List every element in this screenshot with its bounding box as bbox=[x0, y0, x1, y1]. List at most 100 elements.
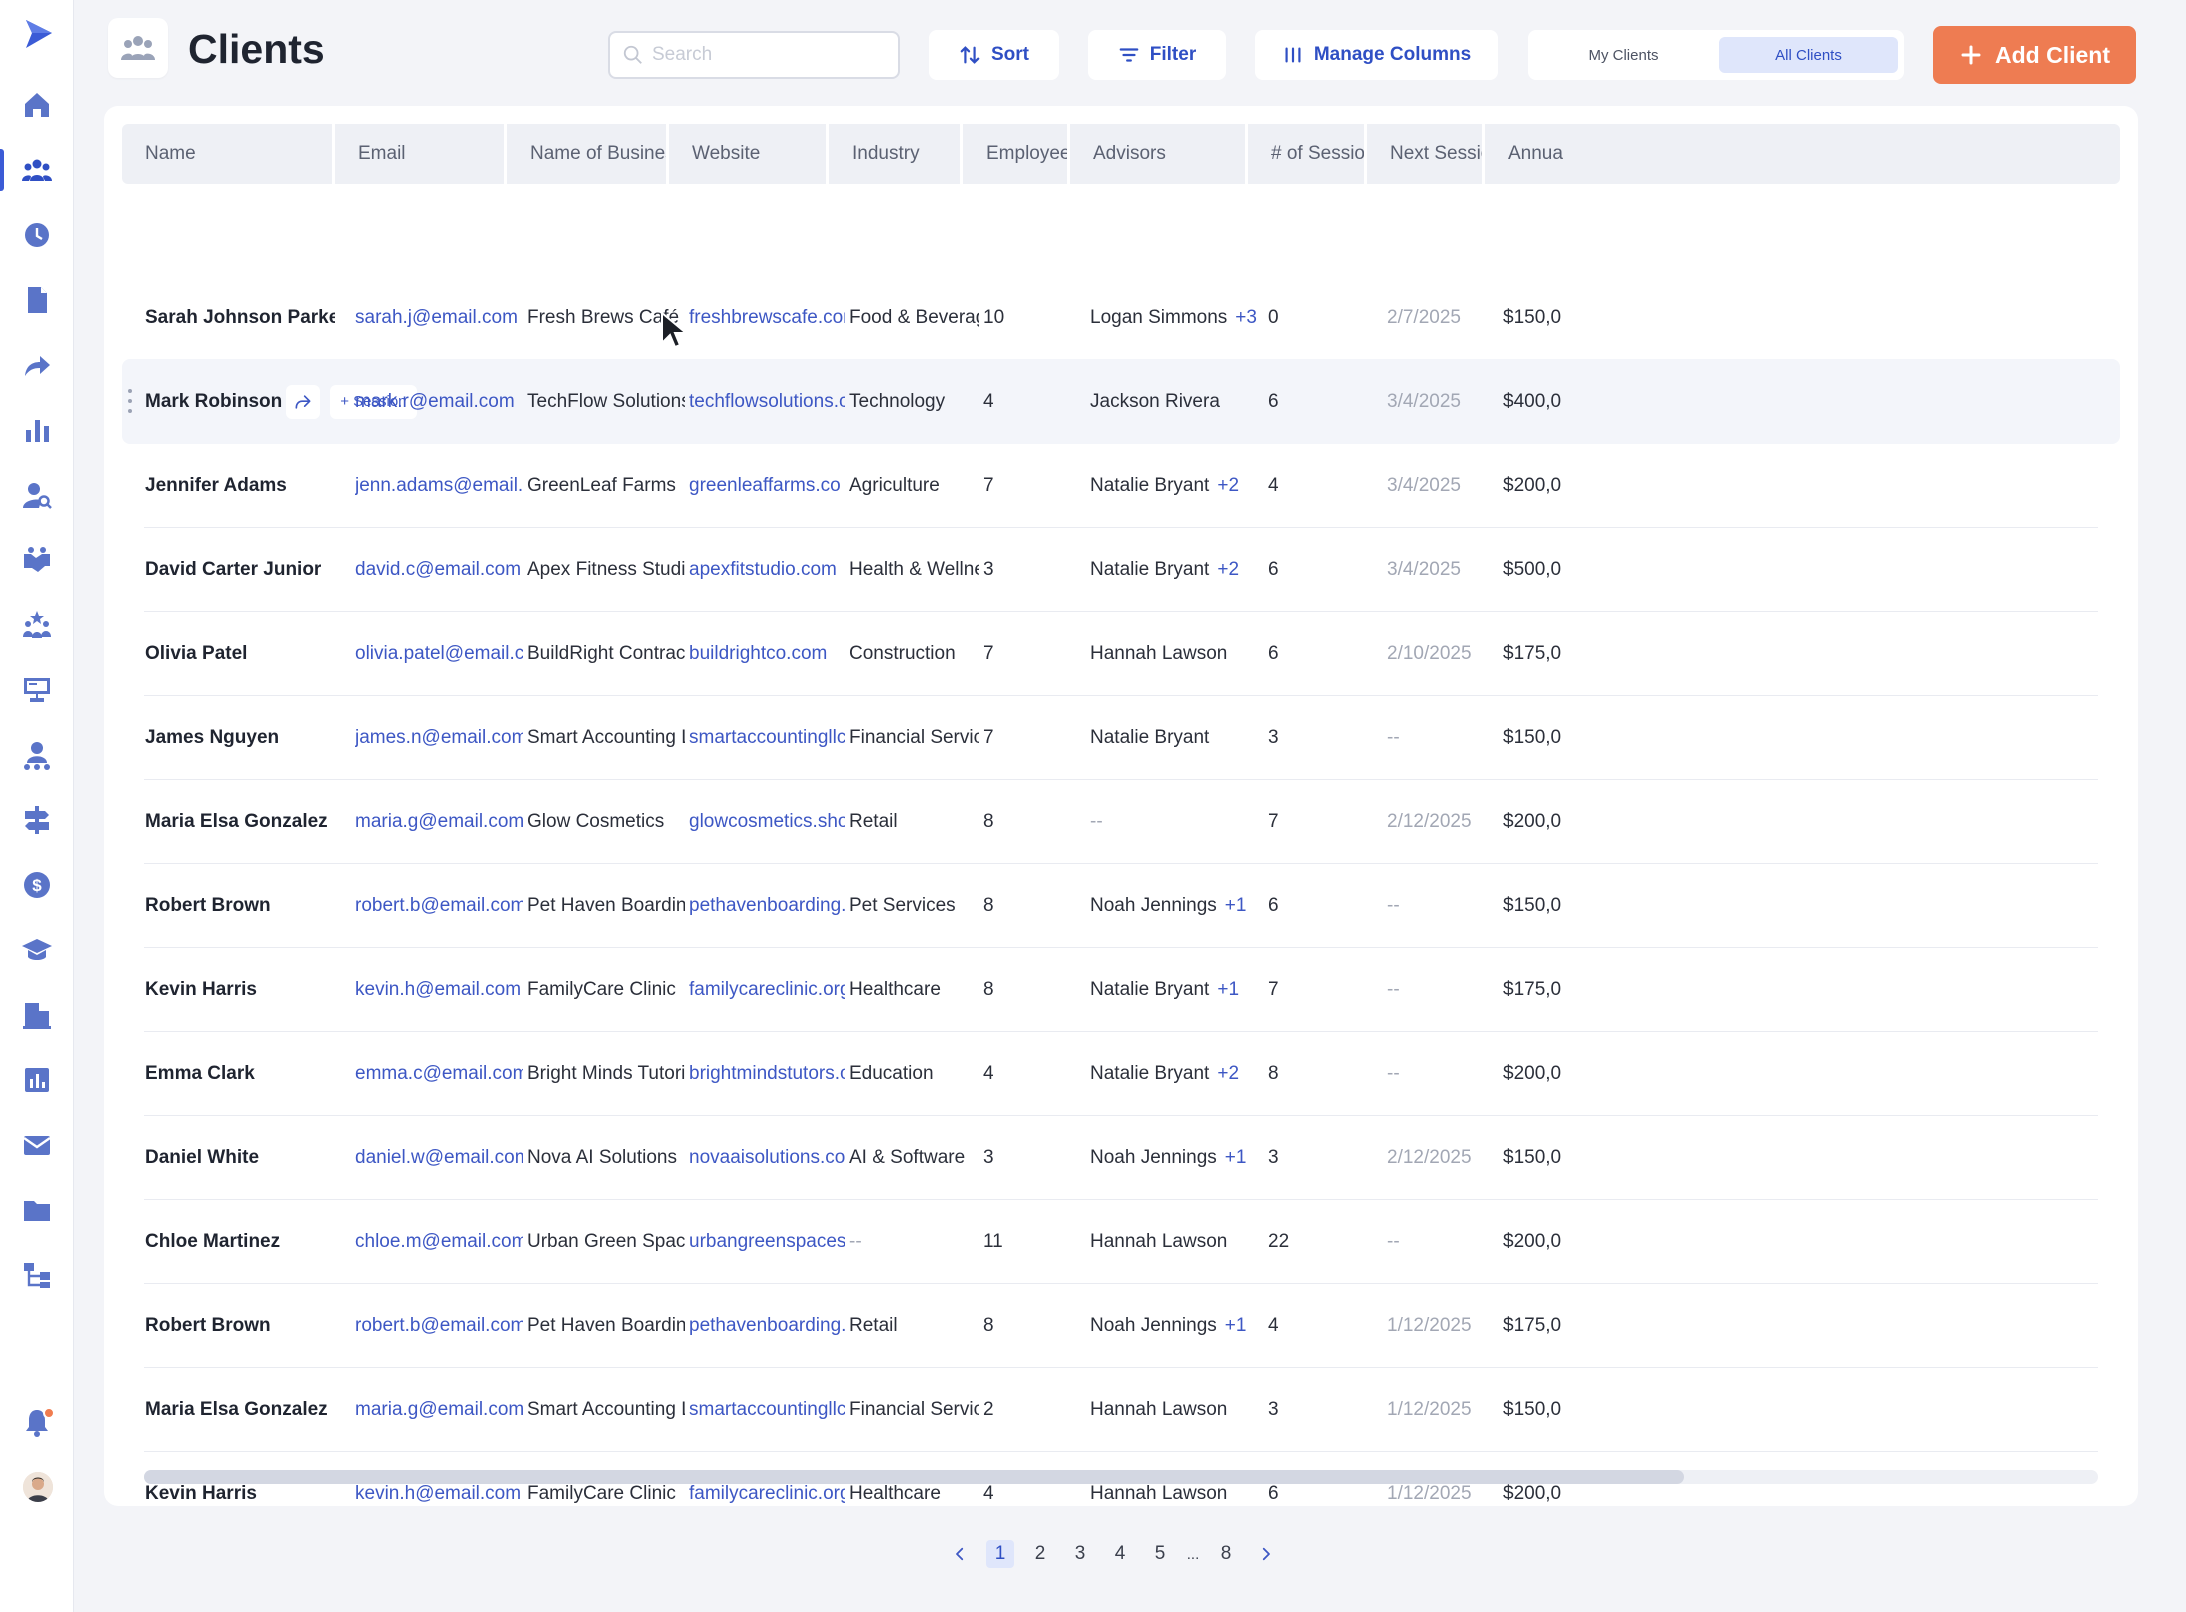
table-row[interactable]: David Carter Junior david.c@email.com Apex… bbox=[122, 527, 2120, 612]
website-link[interactable]: greenleaffarms.co bbox=[689, 443, 845, 528]
page-button-8[interactable]: 8 bbox=[1220, 1543, 1232, 1564]
advisors[interactable]: Hannah Lawson bbox=[1090, 611, 1265, 696]
sidebar-item-dollar[interactable]: $ bbox=[0, 856, 74, 914]
sidebar-item-mail[interactable] bbox=[0, 1116, 74, 1174]
sidebar-item-share[interactable] bbox=[0, 336, 74, 394]
column-header-next-session[interactable]: Next Session bbox=[1364, 124, 1482, 184]
page-button-3[interactable]: 3 bbox=[1074, 1543, 1086, 1564]
table-row[interactable]: Robert Brown robert.b@email.com Pet Haven … bbox=[122, 863, 2120, 948]
sidebar-item-workflow[interactable] bbox=[0, 1246, 74, 1304]
client-name[interactable]: Kevin Harris bbox=[145, 947, 335, 1032]
search-box[interactable] bbox=[608, 31, 900, 79]
page-button-5[interactable]: 5 bbox=[1154, 1543, 1166, 1564]
search-input[interactable] bbox=[652, 44, 892, 66]
client-name[interactable]: Mark Robinson + Session bbox=[145, 359, 425, 444]
advisors[interactable]: Natalie Bryant +2 bbox=[1090, 443, 1265, 528]
column-header-website[interactable]: Website bbox=[666, 124, 826, 184]
table-row[interactable]: Emma Clark emma.c@email.com Bright Minds T… bbox=[122, 1031, 2120, 1116]
share-client-button[interactable] bbox=[286, 384, 321, 419]
client-email[interactable]: robert.b@email.com bbox=[355, 863, 523, 948]
website-link[interactable]: apexfitstudio.com bbox=[689, 527, 845, 612]
avatar[interactable] bbox=[23, 1472, 53, 1502]
notifications-button[interactable] bbox=[0, 1394, 74, 1452]
client-email[interactable]: david.c@email.com bbox=[355, 527, 523, 612]
column-header-employees[interactable]: Employees bbox=[960, 124, 1067, 184]
drag-handle[interactable] bbox=[128, 389, 134, 417]
my-clients-tab[interactable]: My Clients bbox=[1588, 46, 1659, 64]
table-row[interactable]: Robert Brown robert.b@email.com Pet Haven … bbox=[122, 1283, 2120, 1368]
client-email[interactable]: james.n@email.com bbox=[355, 695, 523, 780]
client-name[interactable]: Kevin Harris bbox=[145, 1451, 335, 1506]
column-header-sessions[interactable]: # of Sessions bbox=[1245, 124, 1364, 184]
website-link[interactable]: buildrightco.com bbox=[689, 611, 845, 696]
add-session-button[interactable]: + Session bbox=[330, 384, 417, 419]
website-link[interactable]: brightmindstutors.org bbox=[689, 1031, 845, 1116]
client-email[interactable]: robert.b@email.com bbox=[355, 1283, 523, 1368]
advisors[interactable]: Hannah Lawson bbox=[1090, 1367, 1265, 1452]
logo-icon[interactable] bbox=[20, 16, 56, 52]
table-row[interactable]: Chloe Martinez chloe.m@email.com Urban Gre… bbox=[122, 1199, 2120, 1284]
advisors[interactable]: Noah Jennings +1 bbox=[1090, 863, 1265, 948]
client-email[interactable]: mark.r@email.com bbox=[355, 359, 523, 444]
scrollbar-thumb[interactable] bbox=[144, 1470, 1684, 1484]
advisors[interactable]: Noah Jennings +1 bbox=[1090, 1283, 1265, 1368]
client-email[interactable]: maria.g@email.com bbox=[355, 1367, 523, 1452]
website-link[interactable]: freshbrewscafe.com bbox=[689, 275, 845, 360]
client-email[interactable]: chloe.m@email.com bbox=[355, 1199, 523, 1284]
client-email[interactable]: emma.c@email.com bbox=[355, 1031, 523, 1116]
advisors[interactable]: Hannah Lawson bbox=[1090, 1199, 1265, 1284]
website-link[interactable]: glowcosmetics.shop bbox=[689, 779, 845, 864]
column-header-email[interactable]: Email bbox=[332, 124, 504, 184]
client-email[interactable]: jenn.adams@email.com bbox=[355, 443, 523, 528]
website-link[interactable]: smartaccountingllc.com bbox=[689, 695, 845, 780]
sort-button[interactable]: Sort bbox=[929, 30, 1059, 80]
column-header-annual[interactable]: Annua bbox=[1482, 124, 1622, 184]
website-link[interactable]: familycareclinic.org bbox=[689, 947, 845, 1032]
table-row[interactable]: Maria Elsa Gonzalez maria.g@email.com Smar… bbox=[122, 1367, 2120, 1452]
sidebar-item-graduation-cap[interactable] bbox=[0, 921, 74, 979]
advisors[interactable]: -- bbox=[1090, 779, 1265, 864]
sidebar-item-presentation[interactable] bbox=[0, 661, 74, 719]
sidebar-item-user-search[interactable] bbox=[0, 466, 74, 524]
advisors[interactable]: Natalie Bryant +2 bbox=[1090, 1031, 1265, 1116]
column-header-advisors[interactable]: Advisors bbox=[1067, 124, 1245, 184]
column-header-industry[interactable]: Industry bbox=[826, 124, 960, 184]
manage-columns-button[interactable]: Manage Columns bbox=[1255, 30, 1498, 80]
client-email[interactable]: daniel.w@email.com bbox=[355, 1115, 523, 1200]
add-client-button[interactable]: Add Client bbox=[1933, 26, 2136, 84]
column-header-business[interactable]: Name of Business bbox=[504, 124, 666, 184]
advisors[interactable]: Natalie Bryant bbox=[1090, 695, 1265, 780]
advisors[interactable]: Hannah Lawson bbox=[1090, 1451, 1265, 1506]
table-row[interactable]: Jennifer Adams jenn.adams@email.comGreenL… bbox=[122, 443, 2120, 528]
website-link[interactable]: pethavenboarding.com bbox=[689, 1283, 845, 1368]
website-link[interactable]: pethavenboarding.com bbox=[689, 863, 845, 948]
client-name[interactable]: Maria Elsa Gonzalez bbox=[145, 1367, 335, 1452]
website-link[interactable]: urbangreenspaces.net bbox=[689, 1199, 845, 1284]
client-name[interactable]: Emma Clark bbox=[145, 1031, 335, 1116]
table-row[interactable]: Maria Elsa Gonzalez maria.g@email.com Glow… bbox=[122, 779, 2120, 864]
client-name[interactable]: Olivia Patel bbox=[145, 611, 335, 696]
sidebar-item-building[interactable] bbox=[0, 986, 74, 1044]
table-row[interactable]: Sarah Johnson Parker sarah.j@email.com Fre… bbox=[122, 275, 2120, 360]
client-name[interactable]: Chloe Martinez bbox=[145, 1199, 335, 1284]
website-link[interactable]: techflowsolutions.com bbox=[689, 359, 845, 444]
table-row[interactable]: Kevin Harris kevin.h@email.com FamilyCare … bbox=[122, 1451, 2120, 1506]
sidebar-item-document[interactable] bbox=[0, 271, 74, 329]
client-email[interactable]: kevin.h@email.com bbox=[355, 947, 523, 1032]
website-link[interactable]: familycareclinic.org bbox=[689, 1451, 845, 1506]
page-button-2[interactable]: 2 bbox=[1034, 1543, 1046, 1564]
table-row[interactable]: Daniel White daniel.w@email.com Nova AI So… bbox=[122, 1115, 2120, 1200]
sidebar-item-folder[interactable] bbox=[0, 1181, 74, 1239]
sidebar-item-user-network[interactable] bbox=[0, 726, 74, 784]
sidebar-item-handshake[interactable] bbox=[0, 531, 74, 589]
client-email[interactable]: sarah.j@email.com bbox=[355, 275, 523, 360]
page-button-1[interactable]: 1 bbox=[986, 1540, 1014, 1568]
client-name[interactable]: Sarah Johnson Parker bbox=[145, 275, 335, 360]
client-name[interactable]: Robert Brown bbox=[145, 863, 335, 948]
horizontal-scrollbar[interactable] bbox=[144, 1470, 2098, 1484]
sidebar-item-clients[interactable] bbox=[0, 141, 74, 199]
client-name[interactable]: Maria Elsa Gonzalez bbox=[145, 779, 335, 864]
advisors[interactable]: Natalie Bryant +2 bbox=[1090, 527, 1265, 612]
client-name[interactable]: Jennifer Adams bbox=[145, 443, 335, 528]
sidebar-item-home[interactable] bbox=[0, 76, 74, 134]
